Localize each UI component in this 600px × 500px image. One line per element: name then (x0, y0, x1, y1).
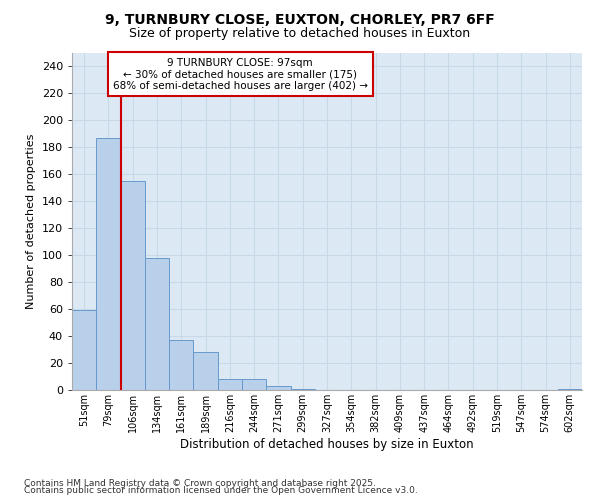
Text: Size of property relative to detached houses in Euxton: Size of property relative to detached ho… (130, 28, 470, 40)
Bar (266, 386, 290, 390)
Text: 9 TURNBURY CLOSE: 97sqm
← 30% of detached houses are smaller (175)
68% of semi-d: 9 TURNBURY CLOSE: 97sqm ← 30% of detache… (113, 58, 368, 91)
Bar (72, 310, 96, 390)
Bar (193, 352, 218, 390)
Text: Contains public sector information licensed under the Open Government Licence v3: Contains public sector information licen… (24, 486, 418, 495)
Bar (169, 340, 193, 390)
Bar (145, 258, 169, 390)
Y-axis label: Number of detached properties: Number of detached properties (26, 134, 36, 309)
Bar (96, 138, 121, 390)
Text: 9, TURNBURY CLOSE, EUXTON, CHORLEY, PR7 6FF: 9, TURNBURY CLOSE, EUXTON, CHORLEY, PR7 … (105, 12, 495, 26)
Text: Contains HM Land Registry data © Crown copyright and database right 2025.: Contains HM Land Registry data © Crown c… (24, 478, 376, 488)
Bar (218, 379, 242, 390)
X-axis label: Distribution of detached houses by size in Euxton: Distribution of detached houses by size … (180, 438, 474, 450)
Bar (242, 379, 266, 390)
Title: 9, TURNBURY CLOSE, EUXTON, CHORLEY, PR7 6FF
Size of property relative to detache: 9, TURNBURY CLOSE, EUXTON, CHORLEY, PR7 … (0, 499, 1, 500)
Bar (121, 180, 145, 390)
Bar (558, 388, 582, 390)
Bar (290, 388, 315, 390)
